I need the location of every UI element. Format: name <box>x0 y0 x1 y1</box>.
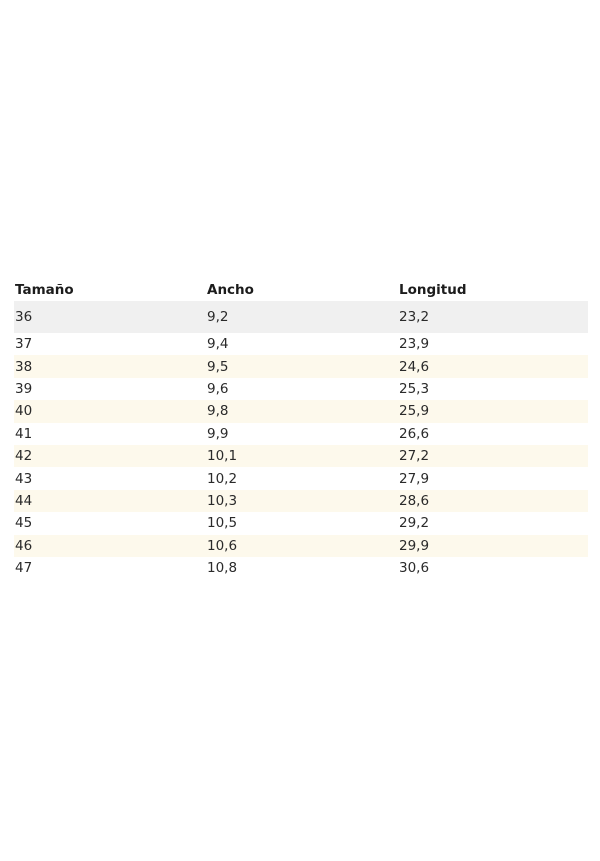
cell-length: 29,2 <box>399 515 430 532</box>
cell-size: 39 <box>15 380 33 397</box>
table-row: 38 9,5 24,6 <box>14 355 588 378</box>
cell-length: 30,6 <box>399 560 430 577</box>
cell-length: 26,6 <box>399 425 430 442</box>
table-row: 47 10,8 30,6 <box>14 557 588 579</box>
table-body: 36 9,2 23,2 37 9,4 23,9 38 9,5 24,6 39 9,6 25,3 40 9,… <box>14 301 588 579</box>
cell-width: 10,1 <box>206 444 398 468</box>
cell-size: 42 <box>14 444 206 468</box>
cell-width: 9,5 <box>206 355 398 378</box>
cell-width: 9,9 <box>207 425 229 442</box>
cell-width: 10,6 <box>206 534 398 557</box>
cell-width: 9,4 <box>207 336 229 353</box>
cell-size: 37 <box>15 336 33 353</box>
cell-length: 27,2 <box>398 444 588 468</box>
cell-length: 25,3 <box>399 380 430 397</box>
table-row: 41 9,9 26,6 <box>14 423 588 445</box>
cell-length: 29,9 <box>398 534 588 557</box>
cell-size: 47 <box>15 560 33 577</box>
table-header-row: Tamaño Ancho Longitud <box>14 278 588 301</box>
cell-size: 43 <box>15 470 33 487</box>
cell-width: 10,5 <box>207 515 238 532</box>
header-width: Ancho <box>207 281 254 298</box>
table-row: 37 9,4 23,9 <box>14 333 588 355</box>
cell-size: 40 <box>14 400 206 423</box>
cell-width: 10,3 <box>206 489 398 513</box>
cell-size: 46 <box>14 534 206 557</box>
cell-size: 45 <box>15 515 33 532</box>
cell-width: 9,2 <box>206 301 398 333</box>
table-row: 43 10,2 27,9 <box>14 467 588 489</box>
cell-length: 27,9 <box>399 470 430 487</box>
table-row: 46 10,6 29,9 <box>14 534 588 557</box>
table-row: 42 10,1 27,2 <box>14 444 588 468</box>
header-size: Tamaño <box>15 281 74 298</box>
header-length: Longitud <box>399 281 467 298</box>
cell-size: 36 <box>14 301 206 333</box>
cell-length: 23,9 <box>399 336 430 353</box>
cell-width: 9,6 <box>207 380 229 397</box>
size-chart-table: Tamaño Ancho Longitud 36 9,2 23,2 37 9,4 23,9… <box>14 278 588 579</box>
cell-size: 41 <box>15 425 33 442</box>
cell-width: 10,2 <box>207 470 238 487</box>
cell-length: 23,2 <box>398 301 588 333</box>
table-row: 44 10,3 28,6 <box>14 489 588 513</box>
table-row: 39 9,6 25,3 <box>14 378 588 400</box>
table-row: 45 10,5 29,2 <box>14 512 588 534</box>
table-row: 36 9,2 23,2 <box>14 301 588 333</box>
cell-width: 9,8 <box>206 400 398 423</box>
cell-width: 10,8 <box>207 560 238 577</box>
cell-size: 38 <box>14 355 206 378</box>
table-row: 40 9,8 25,9 <box>14 400 588 423</box>
cell-length: 25,9 <box>398 400 588 423</box>
cell-length: 28,6 <box>398 489 588 513</box>
cell-size: 44 <box>14 489 206 513</box>
cell-length: 24,6 <box>398 355 588 378</box>
